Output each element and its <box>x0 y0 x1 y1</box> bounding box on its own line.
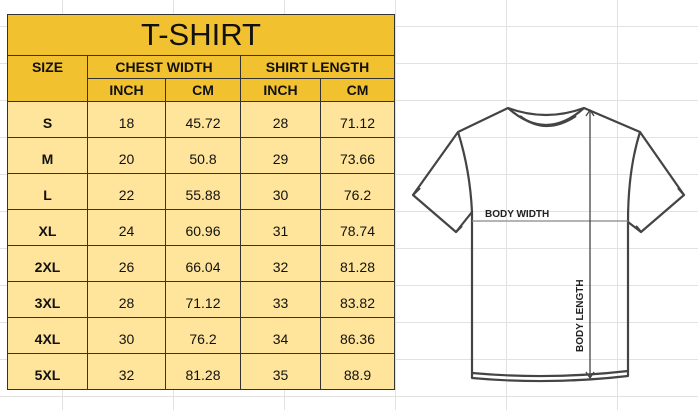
value-cell: 81.28 <box>320 245 395 282</box>
value-cell: 76.2 <box>320 173 395 210</box>
value-cell: 28 <box>240 101 321 138</box>
body-length-label: BODY LENGTH <box>575 279 586 352</box>
table-row: M 20 50.8 29 73.66 <box>7 137 395 174</box>
chest-width-header: CHEST WIDTH <box>87 55 241 79</box>
unit-header: CM <box>165 78 241 102</box>
value-cell: 30 <box>240 173 321 210</box>
size-cell: 4XL <box>7 317 88 354</box>
value-cell: 24 <box>87 209 166 246</box>
value-cell: 20 <box>87 137 166 174</box>
value-cell: 31 <box>240 209 321 246</box>
size-cell: 5XL <box>7 353 88 390</box>
value-cell: 55.88 <box>165 173 241 210</box>
unit-header: INCH <box>87 78 166 102</box>
value-cell: 73.66 <box>320 137 395 174</box>
body-length-arrow <box>585 108 595 380</box>
value-cell: 30 <box>87 317 166 354</box>
value-cell: 29 <box>240 137 321 174</box>
value-cell: 34 <box>240 317 321 354</box>
size-cell: S <box>7 101 88 138</box>
value-cell: 26 <box>87 245 166 282</box>
table-row: 3XL 28 71.12 33 83.82 <box>7 281 395 318</box>
table-row: S 18 45.72 28 71.12 <box>7 101 395 138</box>
shirt-length-header: SHIRT LENGTH <box>240 55 395 79</box>
table-row: XL 24 60.96 31 78.74 <box>7 209 395 246</box>
value-cell: 33 <box>240 281 321 318</box>
value-cell: 76.2 <box>165 317 241 354</box>
size-cell: XL <box>7 209 88 246</box>
size-cell: 2XL <box>7 245 88 282</box>
table-row: L 22 55.88 30 76.2 <box>7 173 395 210</box>
size-cell: M <box>7 137 88 174</box>
value-cell: 50.8 <box>165 137 241 174</box>
value-cell: 71.12 <box>320 101 395 138</box>
value-cell: 32 <box>240 245 321 282</box>
value-cell: 28 <box>87 281 166 318</box>
size-cell: 3XL <box>7 281 88 318</box>
tshirt-outline <box>411 106 686 383</box>
tshirt-diagram: BODY WIDTH BODY LENGTH <box>411 106 686 383</box>
value-cell: 81.28 <box>165 353 241 390</box>
value-cell: 86.36 <box>320 317 395 354</box>
table-row: 5XL 32 81.28 35 88.9 <box>7 353 395 390</box>
value-cell: 78.74 <box>320 209 395 246</box>
size-cell: L <box>7 173 88 210</box>
value-cell: 22 <box>87 173 166 210</box>
unit-header: INCH <box>240 78 321 102</box>
value-cell: 18 <box>87 101 166 138</box>
value-cell: 83.82 <box>320 281 395 318</box>
value-cell: 45.72 <box>165 101 241 138</box>
value-cell: 88.9 <box>320 353 395 390</box>
value-cell: 66.04 <box>165 245 241 282</box>
chart-title: T-SHIRT <box>7 14 395 56</box>
body-width-label: BODY WIDTH <box>485 209 549 220</box>
size-chart-table: T-SHIRT SIZE CHEST WIDTH SHIRT LENGTH IN… <box>7 14 395 390</box>
value-cell: 35 <box>240 353 321 390</box>
value-cell: 71.12 <box>165 281 241 318</box>
unit-header: CM <box>320 78 395 102</box>
table-row: 2XL 26 66.04 32 81.28 <box>7 245 395 282</box>
size-header: SIZE <box>7 55 88 102</box>
table-row: 4XL 30 76.2 34 86.36 <box>7 317 395 354</box>
value-cell: 32 <box>87 353 166 390</box>
value-cell: 60.96 <box>165 209 241 246</box>
